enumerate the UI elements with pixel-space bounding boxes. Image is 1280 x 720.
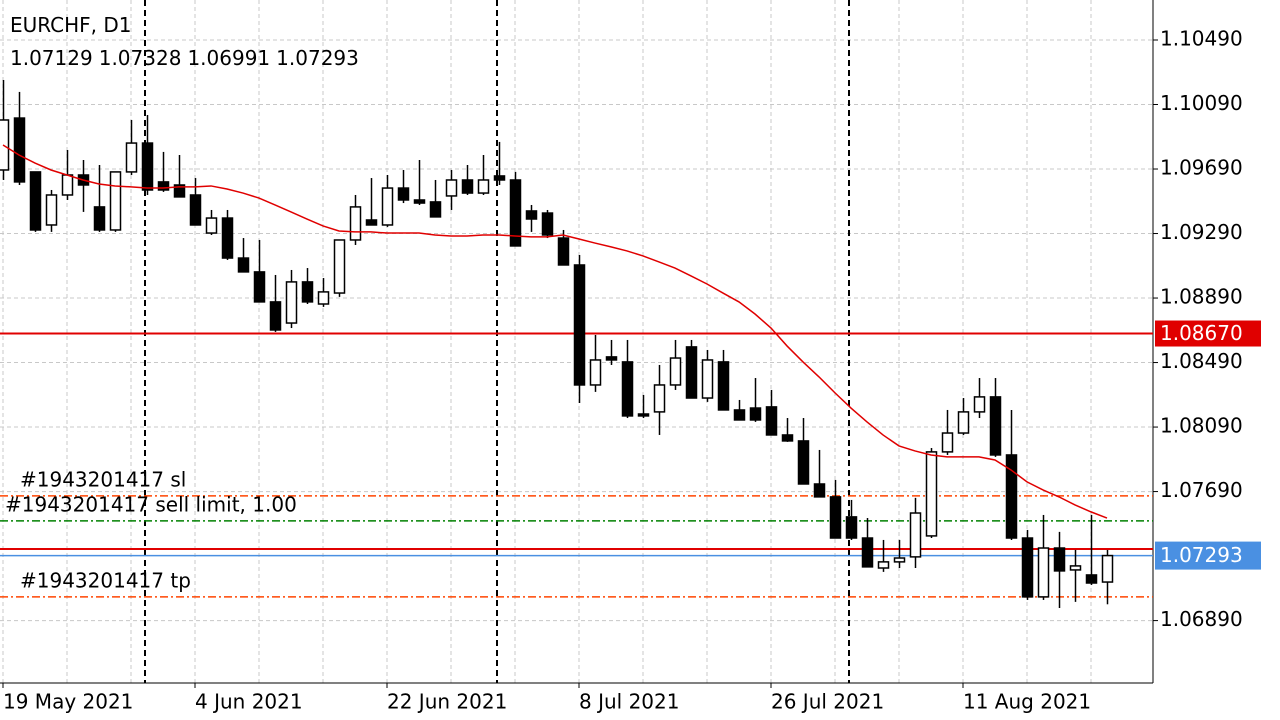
candle-body — [157, 181, 170, 191]
candle-body — [285, 281, 298, 324]
candle-body — [1005, 454, 1018, 539]
candle-body — [829, 496, 842, 539]
ohlc-low: 1.06991 — [187, 46, 271, 70]
ohlc-header: 1.07129 1.07328 1.06991 1.07293 — [10, 46, 359, 70]
candle-body — [941, 432, 954, 453]
candle-body — [925, 451, 938, 537]
candle-body — [317, 291, 330, 305]
candle-body — [205, 217, 218, 234]
candle-body — [893, 557, 906, 563]
bid-label: 1.07293 — [1160, 543, 1243, 567]
ohlc-open: 1.07129 — [10, 46, 93, 70]
level-label-bg — [1155, 320, 1261, 347]
candle-body — [701, 359, 714, 399]
ohlc-close: 1.07293 — [276, 46, 359, 70]
x-tick-label: 11 Aug 2021 — [963, 690, 1091, 714]
candle-body — [349, 206, 362, 241]
candle-body — [269, 301, 282, 331]
candle-body — [1085, 574, 1098, 584]
candle-body — [333, 239, 346, 294]
candle-body — [669, 357, 682, 386]
candle-body — [909, 512, 922, 558]
candle-body — [765, 406, 778, 436]
candle-body — [477, 179, 490, 194]
candle-body — [109, 171, 122, 231]
level-label: 1.08670 — [1160, 321, 1243, 345]
candle-body — [13, 117, 26, 183]
candle-body — [397, 187, 410, 201]
candle-body — [125, 142, 138, 173]
candle-body — [93, 206, 106, 231]
candle-body — [365, 219, 378, 226]
candle-body — [237, 257, 250, 273]
candle-body — [1101, 554, 1114, 583]
candle-body — [1053, 547, 1066, 572]
candle-body — [445, 179, 458, 197]
candle-body — [1021, 537, 1034, 598]
ohlc-high: 1.07328 — [98, 46, 182, 70]
candle-body — [989, 396, 1002, 456]
candle-body — [621, 361, 634, 417]
candle-body — [733, 409, 746, 421]
candle-body — [381, 187, 394, 226]
y-tick-label: 1.07690 — [1160, 478, 1243, 502]
candle-body — [141, 142, 154, 191]
candle-body — [493, 175, 506, 181]
y-tick-label: 1.09290 — [1160, 220, 1243, 244]
y-tick-label: 1.10090 — [1160, 91, 1243, 115]
candle-body — [29, 171, 42, 231]
x-tick-label: 19 May 2021 — [3, 690, 133, 714]
candle-body — [973, 396, 986, 413]
candle-body — [685, 346, 698, 399]
candle-body — [797, 440, 810, 485]
candle-body — [845, 516, 858, 539]
symbol-title: EURCHF, D1 — [10, 13, 132, 37]
y-tick-label: 1.08890 — [1160, 285, 1243, 309]
candle-body — [189, 194, 202, 226]
y-tick-label: 1.06890 — [1160, 607, 1243, 631]
candle-body — [813, 483, 826, 498]
candle-body — [605, 356, 618, 361]
candle-body — [557, 237, 570, 266]
candle-body — [45, 194, 58, 226]
x-tick-label: 4 Jun 2021 — [195, 690, 303, 714]
candle-body — [637, 413, 650, 417]
candle-body — [957, 411, 970, 434]
candle-body — [509, 179, 522, 247]
order-label: #1943201417 tp — [20, 568, 191, 592]
candle-body — [573, 264, 586, 386]
y-tick-label: 1.08090 — [1160, 414, 1243, 438]
candle-body — [717, 361, 730, 411]
order-label: #1943201417 sl — [20, 467, 186, 491]
x-tick-label: 26 Jul 2021 — [771, 690, 884, 714]
y-tick-label: 1.09690 — [1160, 156, 1243, 180]
candle-body — [653, 384, 666, 413]
moving-average — [2, 144, 1108, 519]
y-tick-label: 1.08490 — [1160, 349, 1243, 373]
x-tick-label: 22 Jun 2021 — [387, 690, 507, 714]
candle-body — [253, 271, 266, 303]
candle-body — [541, 212, 554, 236]
candle-body — [589, 359, 602, 386]
candle-body — [1069, 565, 1082, 571]
candle-body — [861, 537, 874, 568]
candle-body — [61, 174, 74, 196]
candle-body — [461, 179, 474, 194]
candle-body — [749, 407, 762, 421]
y-tick-label: 1.10490 — [1160, 26, 1243, 50]
candle-body — [173, 184, 186, 198]
candle-body — [301, 281, 314, 303]
order-label: #1943201417 sell limit, 1.00 — [5, 492, 297, 516]
candle-body — [1037, 547, 1050, 598]
candle-body — [877, 561, 890, 569]
candle-body — [413, 199, 426, 204]
candle-body — [221, 217, 234, 259]
candle-body — [781, 434, 794, 442]
bid-label-bg — [1155, 541, 1261, 570]
candle-body — [525, 210, 538, 220]
candle-body — [429, 201, 442, 218]
x-tick-label: 8 Jul 2021 — [579, 690, 679, 714]
